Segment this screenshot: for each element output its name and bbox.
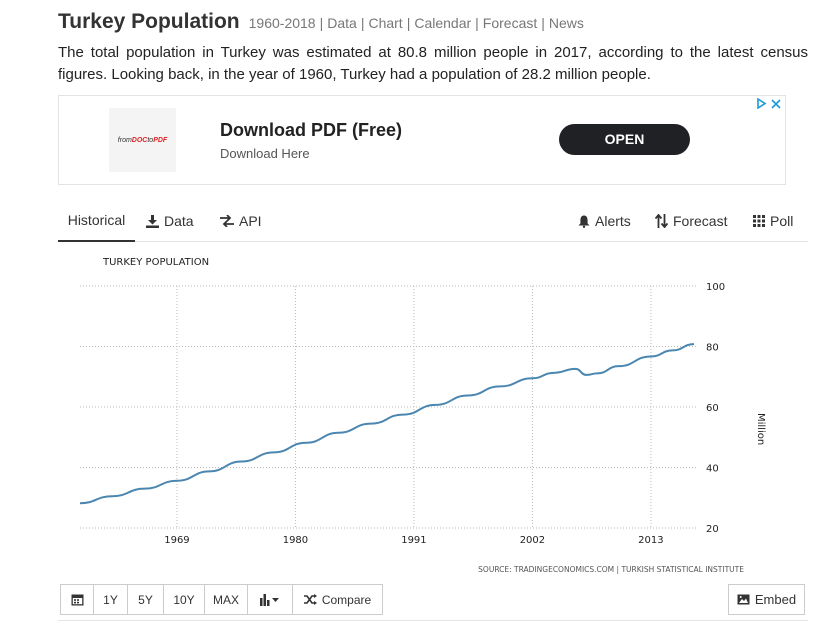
- tab-poll[interactable]: Poll: [753, 200, 793, 242]
- nav-link-data[interactable]: Data: [327, 15, 357, 31]
- bottom-divider: [58, 620, 808, 621]
- tab-forecast[interactable]: Forecast: [655, 200, 727, 242]
- x-tick-label: 1980: [283, 535, 308, 546]
- y-tick-label: 40: [706, 464, 719, 475]
- date-range: 1960-2018: [248, 15, 316, 31]
- ad-logo: from DOC to PDF: [109, 108, 176, 172]
- nav-link-chart[interactable]: Chart: [368, 15, 403, 31]
- ad-subline: Download Here: [220, 146, 310, 161]
- nav-link-calendar[interactable]: Calendar: [414, 15, 472, 31]
- ad-choices[interactable]: [756, 98, 781, 109]
- x-tick-label: 1991: [401, 535, 426, 546]
- ad-open-button[interactable]: OPEN: [559, 124, 690, 155]
- compare-button[interactable]: Compare: [293, 585, 382, 614]
- embed-button[interactable]: Embed: [728, 584, 805, 615]
- tab-data[interactable]: Data: [146, 200, 194, 242]
- chart-x-tick-labels: 1969 1980 1991 2002 2013: [164, 535, 663, 546]
- range-10y-button[interactable]: 10Y: [164, 585, 205, 614]
- nav-link-news[interactable]: News: [548, 15, 584, 31]
- bar-chart-icon: [260, 593, 279, 606]
- image-icon: [737, 594, 750, 605]
- download-icon: [146, 214, 159, 228]
- x-tick-label: 2013: [638, 535, 663, 546]
- range-max-button[interactable]: MAX: [205, 585, 248, 614]
- chart-toolbar: 1Y 5Y 10Y MAX Compare: [60, 584, 383, 615]
- sub-navigation: 1960-2018 | Data | Chart | Calendar | Forecast | N…: [248, 15, 584, 31]
- x-tick-label: 1969: [164, 535, 189, 546]
- chart-source-note: SOURCE: TRADINGECONOMICS.COM | TURKISH S…: [478, 565, 744, 574]
- y-tick-label: 100: [706, 282, 725, 293]
- grid-icon: [753, 215, 765, 227]
- ad-choices-icon[interactable]: [756, 98, 767, 109]
- sort-arrows-icon: [655, 214, 668, 228]
- tab-historical[interactable]: Historical: [58, 200, 135, 242]
- tab-alerts[interactable]: Alerts: [578, 200, 631, 242]
- population-chart: TURKEY POPULATION 20 40 60 80 100 1969 1980 19…: [58, 245, 808, 580]
- bell-icon: [578, 215, 590, 228]
- chart-type-dropdown[interactable]: [248, 585, 293, 614]
- calendar-button[interactable]: [61, 585, 94, 614]
- chart-gridlines: [80, 285, 698, 529]
- summary-text: The total population in Turkey was estim…: [58, 44, 808, 83]
- y-tick-label: 80: [706, 343, 719, 354]
- y-tick-label: 60: [706, 403, 719, 414]
- exchange-icon: [220, 215, 234, 227]
- chart-title: TURKEY POPULATION: [102, 257, 209, 268]
- chart-tabbar: Historical Data API Alerts Forecast Poll: [58, 200, 808, 242]
- ad-close-icon[interactable]: [771, 98, 781, 109]
- shuffle-icon: [303, 594, 317, 605]
- chart-y-axis-label: Million: [755, 413, 766, 445]
- range-1y-button[interactable]: 1Y: [94, 585, 128, 614]
- nav-link-forecast[interactable]: Forecast: [482, 15, 538, 31]
- x-tick-label: 2002: [520, 535, 545, 546]
- title-row: Turkey Population 1960-2018 | Data | Chart | C…: [58, 10, 584, 34]
- calendar-icon: [71, 594, 83, 606]
- y-tick-label: 20: [706, 524, 719, 535]
- chart-series-line: [79, 343, 695, 505]
- chart-y-tick-labels: 20 40 60 80 100: [706, 282, 725, 535]
- page-title: Turkey Population: [58, 10, 240, 33]
- range-5y-button[interactable]: 5Y: [128, 585, 164, 614]
- advertisement[interactable]: from DOC to PDF Download PDF (Free) Downloa…: [58, 95, 786, 185]
- tab-api[interactable]: API: [220, 200, 262, 242]
- ad-headline[interactable]: Download PDF (Free): [220, 120, 403, 140]
